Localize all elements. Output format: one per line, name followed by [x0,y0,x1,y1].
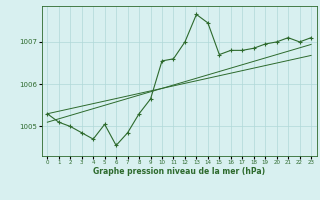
X-axis label: Graphe pression niveau de la mer (hPa): Graphe pression niveau de la mer (hPa) [93,167,265,176]
